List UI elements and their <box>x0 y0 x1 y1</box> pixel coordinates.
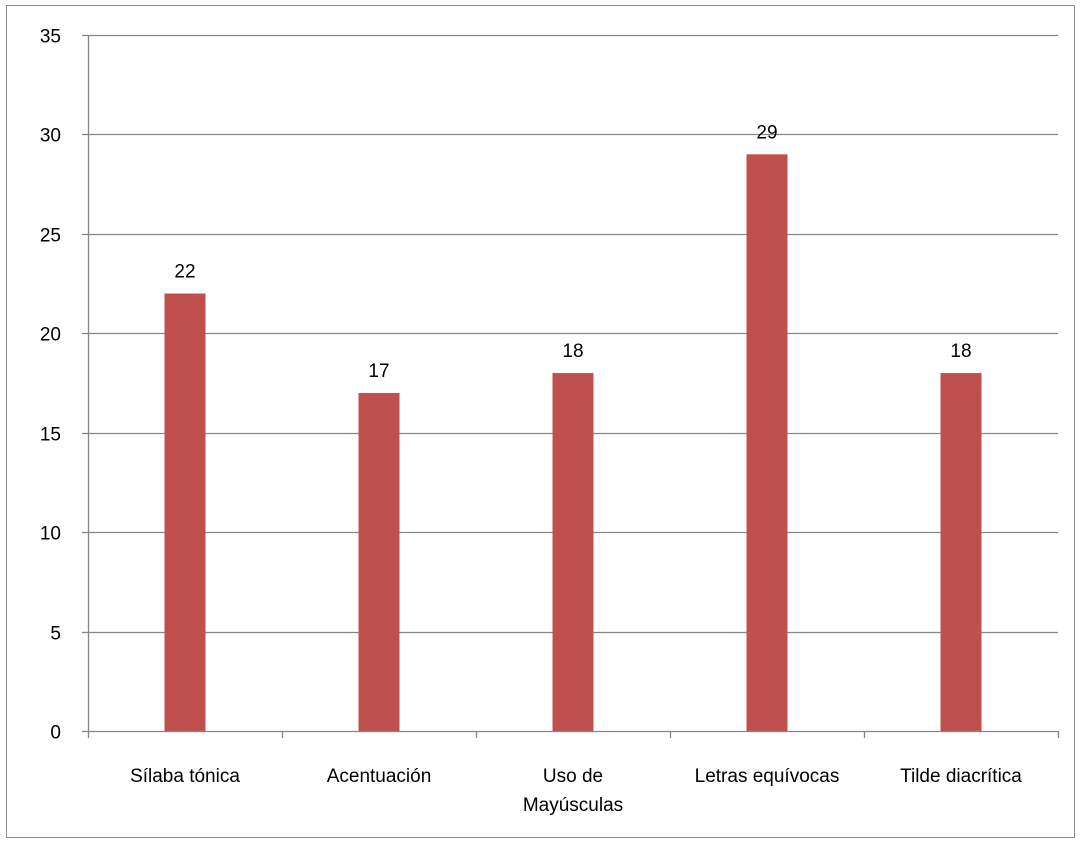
data-label: 17 <box>368 361 389 382</box>
data-label: 18 <box>950 341 971 362</box>
bar <box>746 154 788 732</box>
data-label: 22 <box>174 262 195 283</box>
bar <box>164 293 206 731</box>
gridlines <box>88 34 1058 634</box>
x-category-label: Letras equívocas <box>695 766 840 787</box>
x-category-label: Acentuación <box>327 766 432 787</box>
x-category-label: Mayúsculas <box>523 795 623 816</box>
data-label: 29 <box>756 122 777 143</box>
y-tick-label: 10 <box>40 524 61 545</box>
bars <box>164 154 982 732</box>
y-axis-tick-labels: 0 5 10 15 20 25 30 35 <box>40 27 61 744</box>
y-tick-label: 35 <box>40 27 61 48</box>
x-axis-category-labels: Sílaba tónica Acentuación Uso de Mayúsculas… <box>130 766 1022 816</box>
data-labels: 22 17 18 29 18 <box>174 122 971 382</box>
y-tick-label: 30 <box>40 126 61 147</box>
y-tick-label: 20 <box>40 325 61 346</box>
x-category-label: Sílaba tónica <box>130 766 240 787</box>
data-label: 18 <box>562 341 583 362</box>
x-category-label: Tilde diacrítica <box>900 766 1022 787</box>
y-tick-label: 25 <box>40 226 61 247</box>
bar <box>552 373 594 731</box>
axes <box>82 34 1060 738</box>
bar <box>940 373 982 731</box>
y-tick-label: 0 <box>50 723 61 744</box>
y-tick-label: 5 <box>50 624 61 645</box>
x-category-label: Uso de <box>543 766 603 787</box>
bar <box>358 392 400 731</box>
y-tick-label: 15 <box>40 425 61 446</box>
